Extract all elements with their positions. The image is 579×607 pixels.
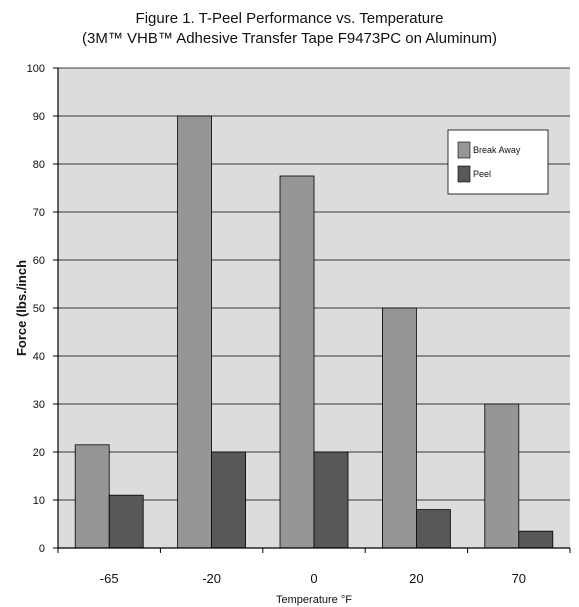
bars — [74, 115, 554, 549]
bar-break-away — [381, 307, 417, 549]
bar-break-away — [279, 175, 315, 549]
y-tick-labels: 0 10 20 30 40 50 60 70 80 90 100 — [27, 63, 45, 555]
bar-peel — [415, 509, 451, 549]
bar-peel — [108, 494, 144, 549]
x-tick-label: -20 — [202, 571, 221, 586]
x-tick-label: 70 — [512, 571, 526, 586]
y-tick-label: 50 — [33, 303, 45, 315]
y-axis-label: Force (lbs./inch — [14, 260, 29, 356]
legend-label: Peel — [473, 169, 491, 179]
y-tick-label: 10 — [33, 495, 45, 507]
bar-peel — [518, 530, 554, 549]
y-tick-label: 80 — [33, 159, 45, 171]
axes — [53, 67, 571, 553]
x-tick-labels: -65 -20 0 20 70 — [100, 571, 526, 586]
y-tick-label: 30 — [33, 399, 45, 411]
x-tick-label: 20 — [409, 571, 423, 586]
y-tick-label: 70 — [33, 207, 45, 219]
y-tick-label: 20 — [33, 447, 45, 459]
y-tick-label: 40 — [33, 351, 45, 363]
bar-peel — [313, 451, 349, 549]
x-axis-label: Temperature °F — [276, 594, 352, 606]
legend-label: Break Away — [473, 145, 521, 155]
y-tick-label: 60 — [33, 255, 45, 267]
y-tick-label: 90 — [33, 111, 45, 123]
chart-subtitle: (3M™ VHB™ Adhesive Transfer Tape F9473PC… — [82, 30, 497, 47]
legend-swatch — [457, 165, 471, 183]
y-tick-label: 0 — [39, 543, 45, 555]
bar-break-away — [74, 444, 110, 549]
legend: Break Away Peel — [447, 129, 549, 195]
legend-box — [447, 129, 549, 195]
bar-peel — [211, 451, 247, 549]
x-tick-label: 0 — [310, 571, 317, 586]
bar-break-away — [484, 403, 520, 549]
x-tick-label: -65 — [100, 571, 119, 586]
chart-title: Figure 1. T-Peel Performance vs. Tempera… — [135, 10, 444, 27]
legend-swatch — [457, 141, 471, 159]
bar-break-away — [177, 115, 213, 549]
y-tick-label: 100 — [27, 63, 45, 75]
